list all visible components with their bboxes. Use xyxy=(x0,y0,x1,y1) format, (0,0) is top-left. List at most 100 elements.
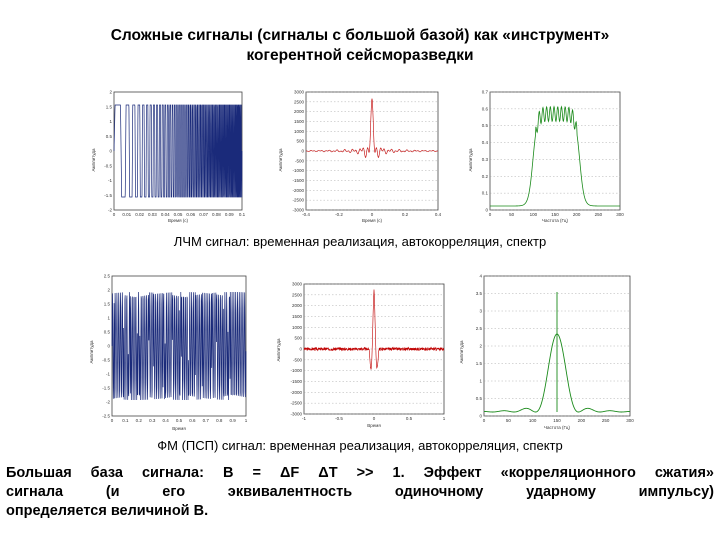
lfm-time-curve xyxy=(113,104,243,198)
y-tick-label: 0.5 xyxy=(104,330,111,335)
lfm-acf-ylabel: Амплитуда xyxy=(278,148,283,172)
fm-time-xlabel: Время xyxy=(172,426,186,431)
lfm-spectrum-xlabel: Частота (Гц) xyxy=(542,218,568,223)
y-tick-label: 1000 xyxy=(292,325,303,330)
y-tick-label: -500 xyxy=(293,357,303,362)
x-tick-label: 300 xyxy=(616,212,624,217)
conclusion-line-1: Большая база сигнала: B = ΔF ΔT >> 1. Эф… xyxy=(6,465,714,481)
y-tick-label: -2000 xyxy=(292,188,304,193)
fm-acf-curve xyxy=(303,289,445,370)
y-tick-label: 2000 xyxy=(294,109,305,114)
fm-caption: ФМ (ПСП) сигнал: временная реализация, а… xyxy=(157,438,563,453)
x-tick-label: 0 xyxy=(483,418,486,423)
fm-acf-ylabel: Амплитуда xyxy=(276,338,281,362)
y-tick-label: 0.4 xyxy=(482,140,489,145)
y-tick-label: 2 xyxy=(107,288,110,293)
lfm-time-xlabel: Время (с) xyxy=(168,218,189,223)
y-tick-label: 1 xyxy=(109,119,112,124)
lfm-spectrum-svg: 0.7 0.6 0.5 0.4 0.3 0.2 0.1 00 50 100 150 200 250 300… xyxy=(468,90,624,224)
x-tick-label: 300 xyxy=(626,418,634,423)
y-tick-label: -3000 xyxy=(290,412,302,417)
y-tick-label: 0.6 xyxy=(482,106,489,111)
y-tick-label: 0.5 xyxy=(106,134,113,139)
x-tick-label: 0.6 xyxy=(189,418,196,423)
x-tick-label: 250 xyxy=(602,418,610,423)
y-tick-label: 1 xyxy=(479,379,482,384)
y-tick-label: -2 xyxy=(106,400,110,405)
x-tick-label: 0 xyxy=(373,416,376,421)
y-tick-label: -2.5 xyxy=(102,414,110,419)
y-tick-label: 2.5 xyxy=(104,274,111,279)
conclusion-text: Большая база сигнала: B = ΔF ΔT >> 1. Эф… xyxy=(6,464,714,521)
x-tick-label: 0.4 xyxy=(162,418,169,423)
x-tick-label: -1 xyxy=(302,416,306,421)
x-tick-label: 0.09 xyxy=(225,212,234,217)
x-tick-label: -0.4 xyxy=(302,212,310,217)
lfm-acf-xlabel: Время (с) xyxy=(362,218,383,223)
x-tick-label: 0.4 xyxy=(435,212,442,217)
x-tick-label: 200 xyxy=(578,418,586,423)
x-tick-label: 0.1 xyxy=(122,418,129,423)
x-tick-label: -0.5 xyxy=(335,416,343,421)
y-tick-label: -2000 xyxy=(290,390,302,395)
x-tick-label: 0.1 xyxy=(239,212,246,217)
fm-spectrum-ylabel: Амплитуда xyxy=(459,340,464,364)
slide-title: Сложные сигналы (сигналы с большой базой… xyxy=(40,26,680,66)
fm-time-svg: 2.521.510.50-0.5-1-1.5-2-2.50 0.1 0.2 0.3 0.… xyxy=(89,274,248,432)
x-tick-label: 1 xyxy=(245,418,248,423)
lfm-spectrum-plot: 0.7 0.6 0.5 0.4 0.3 0.2 0.1 0 0 50 100 150 200 250 300… xyxy=(464,88,624,224)
y-tick-label: 2 xyxy=(109,90,112,95)
y-tick-label: 2000 xyxy=(292,303,303,308)
y-tick-label: 1500 xyxy=(292,314,303,319)
y-tick-label: 0 xyxy=(301,149,304,154)
x-tick-label: -0.2 xyxy=(335,212,343,217)
y-tick-label: -0.5 xyxy=(104,163,112,168)
fm-acf-svg: 3000 2500 2000 1500 1000 500 0 -500 -1000 -1500 -2… xyxy=(276,282,446,429)
y-tick-label: 0 xyxy=(107,344,110,349)
y-tick-label: -2500 xyxy=(292,198,304,203)
conclusion-line-3: определяется величиной B. xyxy=(6,503,209,519)
title-line-2: когерентной сейсморазведки xyxy=(246,47,474,64)
x-tick-label: 0 xyxy=(489,212,492,217)
x-tick-label: 250 xyxy=(595,212,603,217)
fm-spectrum-svg: 4 3.5 3 2.5 2 1.5 1 0.5 00 50 100 150 200 250 300 Ампл… xyxy=(459,274,634,431)
x-tick-label: 50 xyxy=(509,212,515,217)
lfm-time-ylabel: Амплитуда xyxy=(91,148,96,172)
y-tick-label: 1500 xyxy=(294,119,305,124)
y-tick-label: -1.5 xyxy=(104,193,112,198)
x-tick-label: 0.5 xyxy=(406,416,413,421)
y-tick-label: 0 xyxy=(109,149,112,154)
y-tick-label: 2.5 xyxy=(476,326,483,331)
x-tick-label: 0 xyxy=(371,212,374,217)
fm-spectrum-plot: 4 3.5 3 2.5 2 1.5 1 0.5 0 0 50 100 150 200 250 300 Ампл… xyxy=(454,272,634,432)
lfm-acf-plot: 3000 2500 2000 1500 1000 500 0 -500 -1000 -1500 -2… xyxy=(272,88,442,224)
x-tick-label: 0 xyxy=(111,418,114,423)
y-tick-label: -1.5 xyxy=(102,386,110,391)
x-tick-label: 0.8 xyxy=(216,418,223,423)
x-tick-label: 0.7 xyxy=(203,418,210,423)
y-tick-label: 0 xyxy=(479,414,482,419)
x-tick-label: 0.3 xyxy=(149,418,156,423)
x-tick-label: 0.04 xyxy=(161,212,170,217)
x-tick-label: 0.2 xyxy=(136,418,143,423)
lfm-caption: ЛЧМ сигнал: временная реализация, автоко… xyxy=(173,234,547,249)
x-tick-label: 0.9 xyxy=(229,418,236,423)
conclusion-line-2: сигнала (и его эквивалентность одиночном… xyxy=(6,484,714,500)
lfm-acf-curve xyxy=(305,97,439,158)
y-tick-label: 0 xyxy=(299,347,302,352)
fm-time-curve xyxy=(111,291,247,401)
lfm-time-plot: 2 1.5 1 0.5 0 -0.5 -1 -1.5 -2 0 0.01 0.02 0.03 0.04 0.… xyxy=(86,88,246,224)
fm-acf-plot: 3000 2500 2000 1500 1000 500 0 -500 -1000 -1500 -2… xyxy=(270,280,448,430)
x-tick-label: 150 xyxy=(553,418,561,423)
fm-spectrum-xlabel: Частота (Гц) xyxy=(544,425,570,430)
y-tick-label: 2 xyxy=(479,344,482,349)
x-tick-label: 0.5 xyxy=(176,418,183,423)
x-tick-label: 50 xyxy=(506,418,512,423)
fm-time-plot: 2.5 2 1.5 1 0.5 0 -0.5 -1 -1.5 -2 -2.5 0 0.1 0.2 0.3 0.… xyxy=(84,272,250,432)
y-tick-label: 1.5 xyxy=(104,302,111,307)
x-tick-label: 0.07 xyxy=(199,212,208,217)
y-tick-label: 0 xyxy=(485,208,488,213)
y-tick-label: 2500 xyxy=(292,292,303,297)
y-tick-label: -1500 xyxy=(292,178,304,183)
y-tick-label: 3.5 xyxy=(476,291,483,296)
